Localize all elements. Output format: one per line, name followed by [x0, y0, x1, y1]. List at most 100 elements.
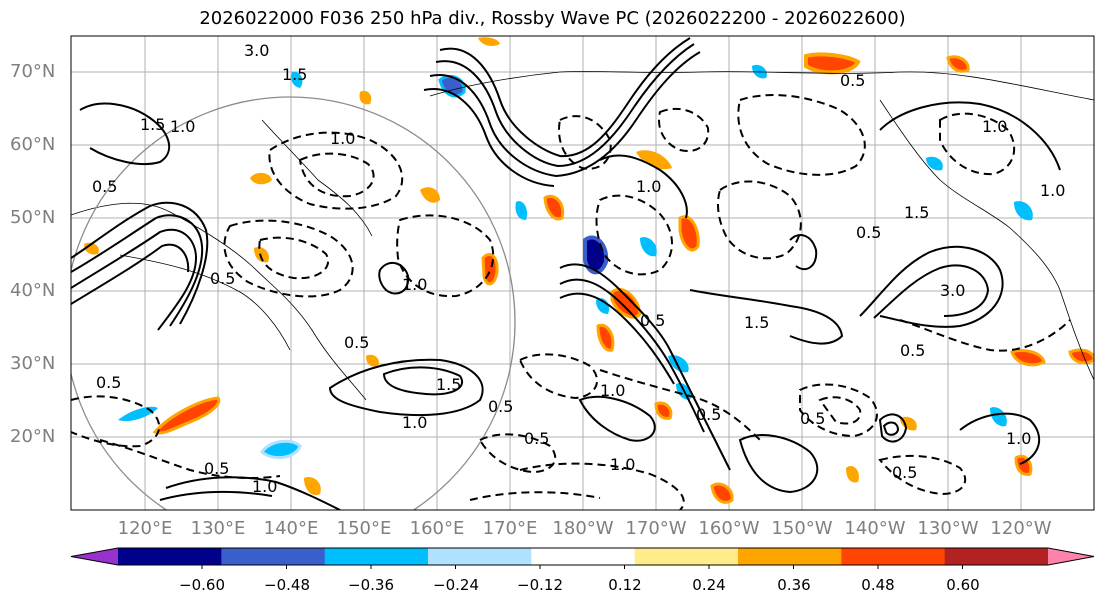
contour-label: 0.5	[856, 223, 881, 242]
colorbar-extension-min	[71, 548, 118, 565]
colorbar-segment	[221, 548, 326, 565]
contour-label: 1.5	[744, 313, 769, 332]
colorbar-segment	[428, 548, 532, 565]
coastlines	[71, 71, 1094, 401]
positive-div-patch	[304, 476, 321, 496]
colorbar-tick-label: −0.36	[348, 576, 394, 594]
contour-label: 0.5	[640, 311, 665, 330]
lat-label: 60°N	[10, 134, 56, 155]
positive-div-patch	[250, 172, 272, 185]
graticule	[71, 36, 1094, 510]
contour-label: 1.0	[1040, 181, 1065, 200]
contour-label: 0.5	[892, 463, 917, 482]
contour-label: 0.5	[210, 269, 235, 288]
contour-label: 1.0	[330, 129, 355, 148]
figure-title: 2026022000 F036 250 hPa div., Rossby Wav…	[199, 8, 906, 29]
contour-label: 1.0	[636, 177, 661, 196]
shaded-divergence-areas	[84, 37, 1094, 504]
positive-div-patch	[596, 323, 615, 352]
lat-label: 20°N	[10, 426, 56, 447]
negative-div-patch	[1014, 201, 1033, 221]
negative-div-patch	[990, 407, 1007, 427]
colorbar-segment	[841, 548, 946, 565]
colorbar-segment	[118, 548, 222, 565]
lon-label: 170°E	[482, 518, 538, 539]
contour-label: 1.5	[436, 375, 461, 394]
lat-label: 30°N	[10, 353, 56, 374]
negative-div-patch	[640, 237, 657, 257]
positive-div-patch	[654, 401, 673, 420]
negative-div-patch	[515, 201, 528, 220]
contour-label: 1.0	[600, 381, 625, 400]
positive-div-patch	[1068, 348, 1094, 365]
colorbar-segment	[738, 548, 842, 565]
colorbar-tick-label: −0.12	[517, 576, 563, 594]
contour-label: 0.5	[92, 177, 117, 196]
contour-label: 0.5	[900, 341, 925, 360]
lon-label: 150°E	[336, 518, 392, 539]
colorbar-tick-label: 0.36	[777, 576, 811, 594]
colorbar-segment	[324, 548, 429, 565]
colorbar-segment	[944, 548, 1049, 565]
positive-div-patch	[678, 215, 700, 252]
contour-label: 1.0	[982, 117, 1007, 136]
contour-label: 0.5	[840, 71, 865, 90]
positive-div-patch	[846, 465, 859, 483]
positive-div-patch	[636, 150, 672, 170]
contour-label: 1.0	[610, 455, 635, 474]
colorbar-segment	[531, 548, 636, 565]
lat-label: 70°N	[10, 61, 56, 82]
contour-label: 0.5	[800, 409, 825, 428]
negative-div-patch	[260, 439, 302, 460]
colorbar	[70, 547, 1095, 569]
lon-label: 160°E	[409, 518, 465, 539]
contour-label: 0.5	[524, 429, 549, 448]
contour-label: 1.0	[1006, 429, 1031, 448]
negative-div-patch	[668, 355, 689, 373]
negative-div-patch	[926, 156, 943, 171]
contour-label: 1.5	[904, 203, 929, 222]
lon-label: 140°W	[844, 518, 906, 539]
lon-label: 120°W	[990, 518, 1052, 539]
positive-div-patch	[610, 288, 642, 319]
lon-label: 170°W	[625, 518, 687, 539]
negative-div-patch	[291, 71, 303, 88]
positive-div-patch	[152, 396, 221, 435]
lon-label: 130°W	[917, 518, 979, 539]
contour-label: 0.5	[204, 459, 229, 478]
contour-label: 0.5	[488, 397, 513, 416]
positive-div-patch	[420, 187, 440, 203]
contour-label: 1.5	[282, 65, 307, 84]
map-contents: 3.0 1.5 1.0 0.5 0.5 1.0 1.5 1.0 0.5 1.0 …	[71, 36, 1094, 510]
contour-label: 1.0	[402, 413, 427, 432]
colorbar-tick-label: −0.60	[179, 576, 225, 594]
positive-div-patch	[804, 52, 861, 75]
colorbar-outline	[70, 547, 1095, 566]
negative-div-patch	[118, 406, 158, 422]
contour-label: 3.0	[940, 281, 965, 300]
positive-div-patch	[946, 55, 970, 73]
colorbar-tick-label: 0.48	[861, 576, 895, 594]
solid-contours	[71, 37, 1061, 510]
map-frame	[70, 35, 1095, 511]
lon-label: 160°W	[698, 518, 760, 539]
colorbar-tick-label: 0.12	[608, 576, 642, 594]
positive-div-patch	[1010, 348, 1046, 367]
contour-labels: 3.0 1.5 1.0 0.5 0.5 1.0 1.5 1.0 0.5 1.0 …	[92, 41, 1065, 496]
contour-label: 1.0	[402, 275, 427, 294]
colorbar-tick-label: 0.24	[692, 576, 726, 594]
positive-div-patch	[254, 246, 269, 263]
contour-label: 1.5	[140, 115, 165, 134]
contour-label: 0.5	[96, 373, 121, 392]
lon-label: 150°W	[771, 518, 833, 539]
contour-label: 0.5	[344, 333, 369, 352]
positive-div-patch	[481, 253, 499, 286]
lon-label: 140°E	[263, 518, 319, 539]
contour-label: 1.0	[170, 117, 195, 136]
colorbar-tick-label: −0.48	[264, 576, 310, 594]
contour-label: 0.5	[696, 405, 721, 424]
positive-div-patch	[366, 354, 379, 367]
lat-label: 50°N	[10, 207, 56, 228]
dashed-contours	[71, 94, 1071, 510]
